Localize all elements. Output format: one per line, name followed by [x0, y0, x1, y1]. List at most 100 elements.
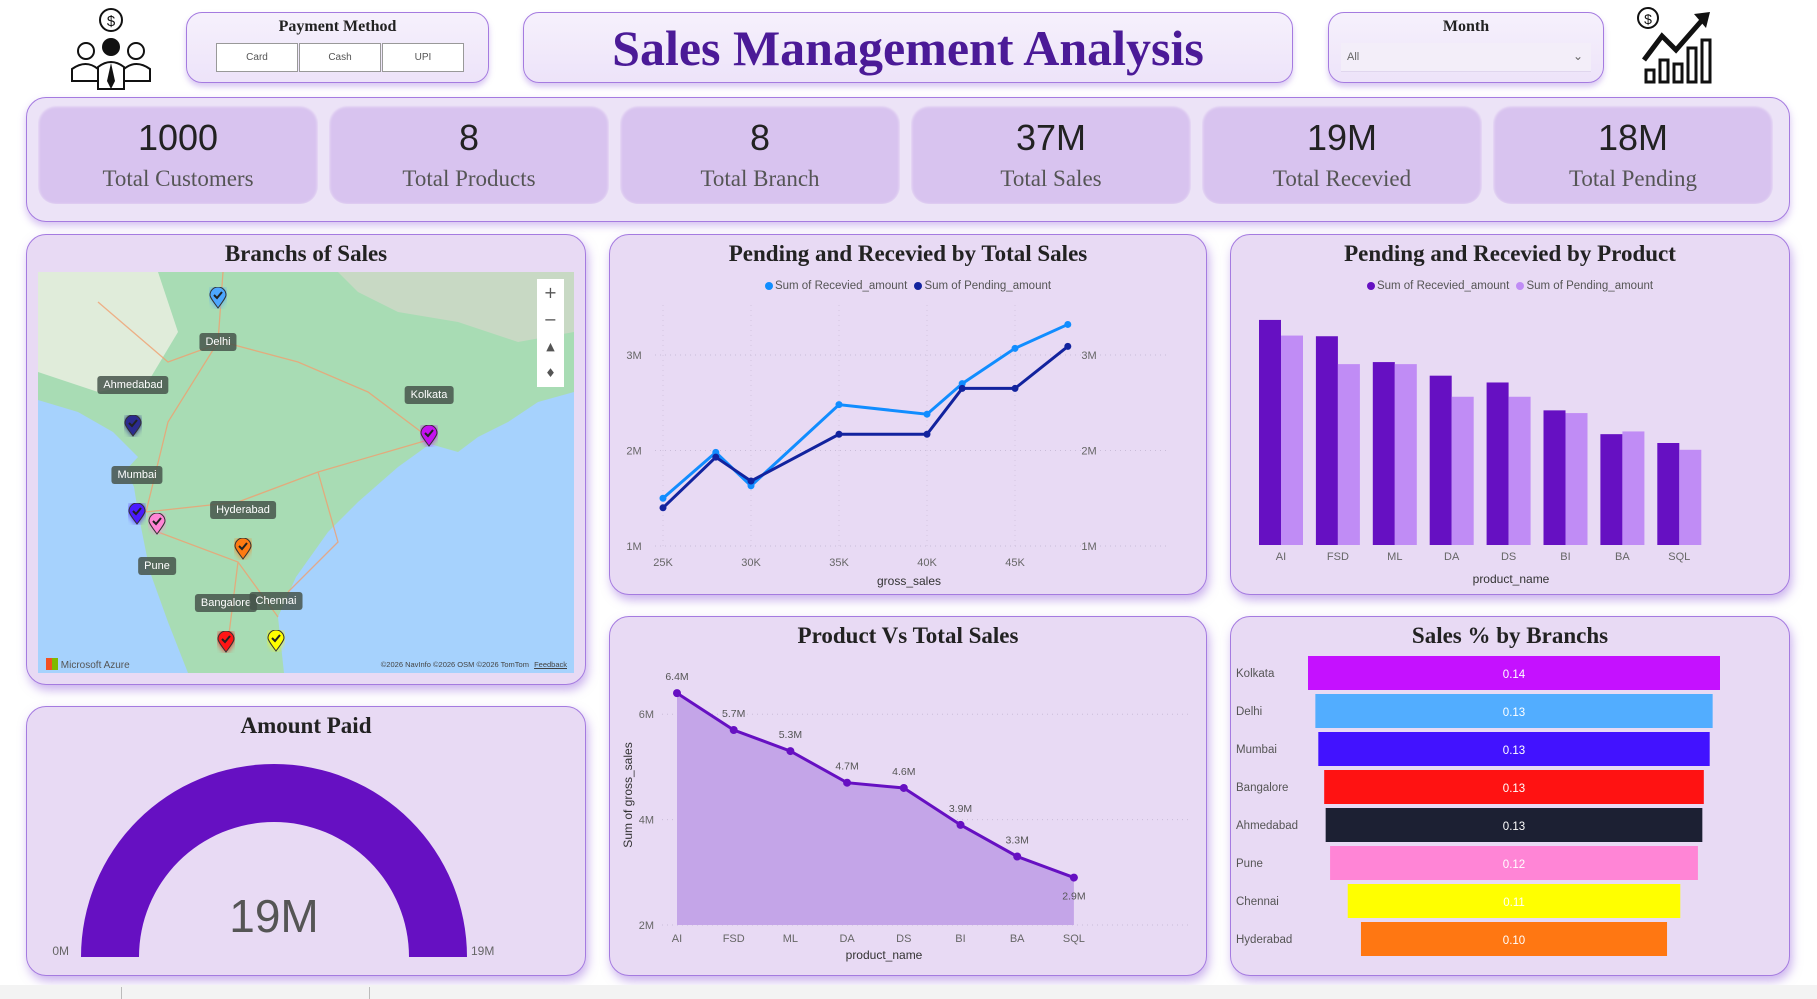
funnel-category-label: Mumbai [1236, 744, 1277, 756]
map-zoom-out-button[interactable]: − [537, 306, 564, 333]
data-point [923, 410, 931, 418]
funnel-category-label: Kolkata [1236, 668, 1275, 680]
bar-received [1600, 434, 1623, 545]
map-pin-chennai[interactable] [267, 629, 285, 652]
data-point [843, 778, 852, 787]
gauge-title: Amount Paid [240, 713, 372, 738]
y-tick-label: 2M [639, 920, 654, 932]
y-tick-label: 1M [626, 541, 641, 553]
sales-by-branch-panel: Sales % by Branchs 0.14 Kolkata 0.13 Delhi 0… [1230, 616, 1790, 976]
map-label-ahmedabad: Ahmedabad [97, 376, 169, 394]
map-pin-pune[interactable] [148, 512, 166, 535]
bar-received [1486, 382, 1509, 545]
bar-pending [1394, 364, 1417, 545]
funnel-chart: 0.14 Kolkata 0.13 Delhi 0.13 Mumbai 0.13 Bangal… [1236, 656, 1720, 956]
sales-growth-chart-icon: $ [1634, 4, 1716, 84]
funnel-category-label: Bangalore [1236, 782, 1288, 794]
chart-title: Pending and Recevied by Total Sales [728, 241, 1088, 266]
x-tick-label: AI [1276, 551, 1286, 563]
bar-received [1543, 410, 1566, 545]
kpi-total-branch: 8 Total Branch [620, 105, 900, 204]
funnel-bar-hyderabad [1360, 922, 1668, 956]
y2-tick-label: 3M [1081, 350, 1096, 362]
legend-dot-received [1366, 282, 1375, 290]
legend-pending: Sum of Pending_amount [924, 280, 1052, 292]
data-point [1011, 344, 1019, 352]
funnel-value-label: 0.11 [1503, 897, 1525, 909]
funnel-category-label: Hyderabad [1236, 934, 1292, 946]
title-box: Sales Management Analysis [523, 12, 1293, 83]
x-tick-label: SQL [1668, 551, 1690, 563]
data-point [923, 430, 931, 438]
funnel-value-label: 0.13 [1503, 783, 1525, 795]
gauge-min-label: 0M [52, 944, 69, 958]
x-axis-title: product_name [846, 948, 923, 962]
kpi-label: Total Products [402, 166, 536, 191]
map-title: Branchs of Sales [224, 241, 388, 266]
data-label: 6.4M [665, 671, 688, 683]
data-point [1064, 342, 1072, 350]
data-point [747, 477, 755, 485]
pending-received-by-product-panel: Pending and Recevied by Product Sum of R… [1230, 234, 1790, 595]
x-tick-label: BA [1010, 933, 1025, 945]
map-pin-ahmedabad[interactable] [124, 414, 142, 437]
data-point [659, 504, 667, 512]
payment-upi-button[interactable]: UPI [382, 43, 464, 72]
bar-chart: AI FSD ML DA DS BI BA SQL product_name [1259, 319, 1702, 586]
map-zoom-in-button[interactable]: + [537, 279, 564, 306]
bar-pending [1451, 396, 1474, 545]
area-chart: 2M 4M 6M 6.4M AI 5.7M FSD 5.3M ML 4.7M DA 4.6M DS 3.9… [621, 671, 1190, 962]
chart-title: Pending and Recevied by Product [1344, 241, 1676, 266]
data-label: 2.9M [1062, 891, 1085, 903]
map-tilt-icon[interactable]: ▲ [537, 333, 564, 360]
kpi-value: 18M [1597, 117, 1669, 158]
kpi-label: Total Customers [102, 166, 254, 191]
microsoft-azure-logo: Microsoft Azure [46, 658, 130, 671]
month-selected-value: All [1347, 51, 1360, 63]
x-axis-title: product_name [1473, 572, 1550, 586]
y-tick-label: 3M [626, 350, 641, 362]
page-title: Sales Management Analysis [612, 20, 1204, 76]
map-pin-icon [128, 502, 146, 525]
x-tick-label: AI [672, 933, 682, 945]
map-pin-mumbai[interactable] [128, 502, 146, 525]
data-point [958, 384, 966, 392]
month-dropdown[interactable]: All ⌄ [1341, 43, 1591, 72]
legend-dot-received [764, 282, 773, 290]
payment-card-button[interactable]: Card [216, 43, 298, 72]
funnel-bar-mumbai [1318, 732, 1710, 766]
data-label: 5.3M [779, 729, 802, 741]
map-label-mumbai: Mumbai [111, 466, 163, 484]
map-label-delhi: Delhi [199, 333, 237, 351]
map-pin-delhi[interactable] [209, 286, 227, 309]
data-point [659, 494, 667, 502]
bar-received [1315, 336, 1338, 545]
funnel-bar-chennai [1347, 884, 1681, 918]
map-pin-bangalore[interactable] [217, 630, 235, 653]
kpi-label: Total Pending [1568, 166, 1698, 191]
map-pin-kolkata[interactable] [420, 424, 438, 447]
divider [369, 987, 370, 999]
map-feedback-link[interactable]: Feedback [534, 660, 567, 669]
map-label-bangalore: Bangalore [194, 594, 258, 612]
series-line-received [662, 323, 1069, 500]
x-tick-label: DA [839, 933, 855, 945]
branches-map[interactable]: Delhi Ahmedabad Kolkata Mumbai Pune Hyderabad… [38, 272, 574, 673]
x-tick-label: 25K [653, 557, 673, 569]
payment-cash-button[interactable]: Cash [299, 43, 381, 72]
legend-received: Sum of Recevied_amount [1376, 280, 1510, 292]
x-tick-label: DS [1501, 551, 1516, 563]
x-tick-label: DA [1444, 551, 1460, 563]
map-compass-icon[interactable]: ♦ [537, 360, 564, 387]
pending-received-by-sales-panel: Pending and Recevied by Total Sales Sum … [609, 234, 1207, 595]
page-tabs-bar [0, 985, 1817, 999]
divider [121, 987, 122, 999]
month-label: Month [1442, 18, 1490, 35]
map-pin-hyderabad[interactable] [234, 537, 252, 560]
x-tick-label: BI [955, 933, 965, 945]
kpi-total-products: 8 Total Products [329, 105, 609, 204]
chart-title: Sales % by Branchs [1411, 623, 1609, 648]
kpi-label: Total Recevied [1272, 166, 1412, 191]
legend-dot-pending [1516, 282, 1525, 290]
funnel-value-label: 0.13 [1503, 745, 1525, 757]
